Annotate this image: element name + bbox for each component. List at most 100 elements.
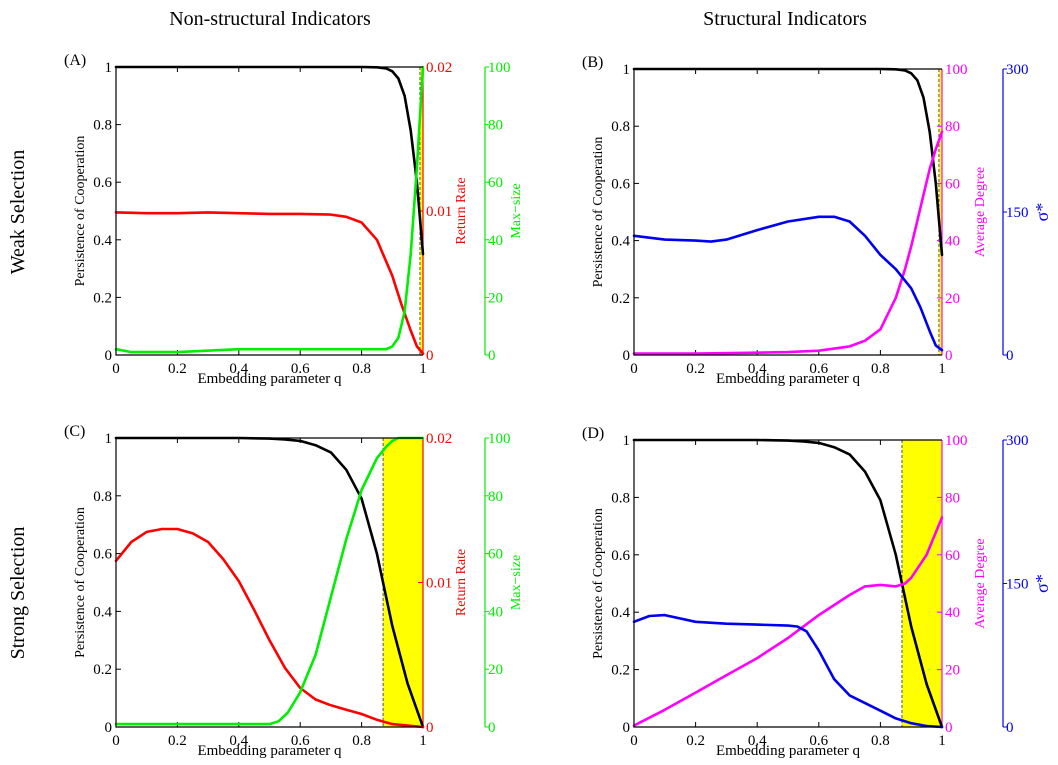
outer-axis-tick-label: 0	[1006, 348, 1014, 364]
series-line-0	[632, 438, 944, 729]
series-line-1	[632, 516, 944, 727]
x-tick-label: 1	[419, 361, 427, 377]
y-tick-label: 0.2	[611, 291, 630, 307]
outer-axis-label: Max−size	[509, 183, 524, 238]
outer-axis-tick-label: 0	[488, 720, 496, 736]
y-tick-label: 1	[623, 62, 631, 78]
series-line-0	[632, 67, 944, 257]
outer-axis-tick-label: 40	[488, 604, 503, 620]
series-line-2	[632, 215, 944, 352]
x-tick-label: 0.4	[748, 733, 767, 749]
x-axis-label: Embedding parameter q	[716, 371, 861, 387]
right-axis-tick-label: 0	[945, 720, 953, 736]
right-axis-label: Return Rate	[454, 177, 469, 244]
shaded-region	[901, 440, 942, 727]
x-tick-label: 0	[112, 361, 120, 377]
y-axis-label: Persistence of Cooperation	[591, 508, 606, 659]
y-axis-label: Persistence of Cooperation	[73, 136, 88, 287]
x-tick-label: 0.4	[229, 733, 248, 749]
right-axis-tick-label: 0	[426, 720, 434, 736]
outer-axis-label: Max−size	[509, 555, 524, 610]
series-line-2	[632, 613, 944, 729]
y-tick-label: 0	[105, 720, 113, 736]
row-title-top: Weak Selection	[7, 150, 29, 274]
y-tick-label: 1	[105, 431, 113, 447]
outer-axis-tick-label: 150	[1006, 205, 1029, 221]
x-tick-label: 0.8	[352, 733, 371, 749]
right-axis-label: Return Rate	[454, 549, 469, 616]
x-tick-label: 0.6	[809, 733, 828, 749]
panel-label: (A)	[64, 52, 86, 69]
x-tick-label: 0.4	[748, 361, 767, 377]
outer-axis-tick-label: 80	[488, 118, 503, 134]
y-tick-label: 0.2	[93, 290, 112, 306]
column-title-left: Non-structural Indicators	[169, 8, 371, 30]
x-tick-label: 0.4	[229, 361, 248, 377]
plot-frame	[633, 439, 942, 728]
outer-axis-tick-label: 80	[488, 489, 503, 505]
y-tick-label: 0.6	[93, 175, 112, 191]
right-axis-tick-label: 20	[945, 291, 960, 307]
series-line-1	[632, 130, 944, 355]
y-tick-label: 0.2	[93, 662, 112, 678]
y-tick-label: 0.6	[611, 176, 630, 192]
y-tick-label: 0.2	[611, 663, 630, 679]
x-tick-label: 0.2	[686, 361, 705, 377]
series-line-1	[114, 527, 425, 729]
y-tick-label: 0.4	[611, 234, 630, 250]
x-tick-label: 1	[419, 733, 427, 749]
y-axis-label: Persistence of Cooperation	[591, 137, 606, 288]
series-line-0	[114, 436, 425, 729]
y-tick-label: 0.8	[611, 119, 630, 135]
y-tick-label: 0.6	[93, 547, 112, 563]
x-tick-label: 1	[938, 361, 946, 377]
plot-frame	[115, 437, 423, 728]
right-axis-tick-label: 0	[945, 348, 953, 364]
x-tick-label: 0.6	[291, 733, 310, 749]
y-tick-label: 0.8	[93, 118, 112, 134]
shaded-region	[383, 438, 423, 727]
outer-axis-tick-label: 150	[1006, 577, 1029, 593]
x-tick-label: 0.2	[168, 361, 187, 377]
outer-axis-tick-label: 20	[488, 662, 503, 678]
series-line-2	[114, 65, 425, 354]
y-tick-label: 0.8	[93, 489, 112, 505]
chart-panel-a: 0 0.2 0.4 0.6 0.8 1 Embedding parameter q 0 0.2 0…	[64, 52, 524, 387]
outer-axis-tick-label: 60	[488, 175, 503, 191]
y-tick-label: 0	[623, 348, 631, 364]
x-axis-label: Embedding parameter q	[716, 743, 861, 759]
outer-axis-tick-label: 40	[488, 233, 503, 249]
right-axis-tick-label: 80	[945, 490, 960, 506]
row-title-bottom: Strong Selection	[7, 527, 29, 660]
right-axis-tick-label: 100	[945, 433, 968, 449]
y-tick-label: 0.8	[611, 490, 630, 506]
y-tick-label: 0.4	[611, 605, 630, 621]
right-axis-tick-label: 0.02	[426, 431, 452, 447]
y-axis-label: Persistence of Cooperation	[73, 507, 88, 658]
right-axis-tick-label: 40	[945, 605, 960, 621]
outer-axis-tick-label: 60	[488, 547, 503, 563]
x-axis-label: Embedding parameter q	[197, 371, 342, 387]
right-axis-tick-label: 60	[945, 548, 960, 564]
y-tick-label: 0	[105, 348, 113, 364]
x-tick-label: 0.2	[168, 733, 187, 749]
right-axis-tick-label: 0.02	[426, 60, 452, 76]
x-tick-label: 0.8	[352, 361, 371, 377]
outer-axis-tick-label: 100	[488, 431, 511, 447]
chart-panel-c: 0 0.2 0.4 0.6 0.8 1 Embedding parameter q 0 0.2 0…	[64, 423, 524, 759]
y-tick-label: 1	[623, 433, 631, 449]
outer-axis-label: σ*	[1032, 574, 1052, 593]
chart-panel-b: 0 0.2 0.4 0.6 0.8 1 Embedding parameter q 0 0.2 0…	[582, 54, 1052, 387]
panel-label: (C)	[64, 423, 85, 440]
right-axis-tick-label: 80	[945, 119, 960, 135]
x-tick-label: 0	[112, 733, 120, 749]
outer-axis-tick-label: 0	[1006, 720, 1014, 736]
shaded-region	[938, 69, 942, 355]
outer-axis-tick-label: 20	[488, 290, 503, 306]
y-tick-label: 1	[105, 60, 113, 76]
right-axis-label: Average Degree	[973, 538, 988, 628]
outer-axis-tick-label: 300	[1006, 433, 1029, 449]
x-tick-label: 0.6	[291, 361, 310, 377]
y-tick-label: 0.4	[93, 604, 112, 620]
series-line-2	[114, 436, 425, 726]
